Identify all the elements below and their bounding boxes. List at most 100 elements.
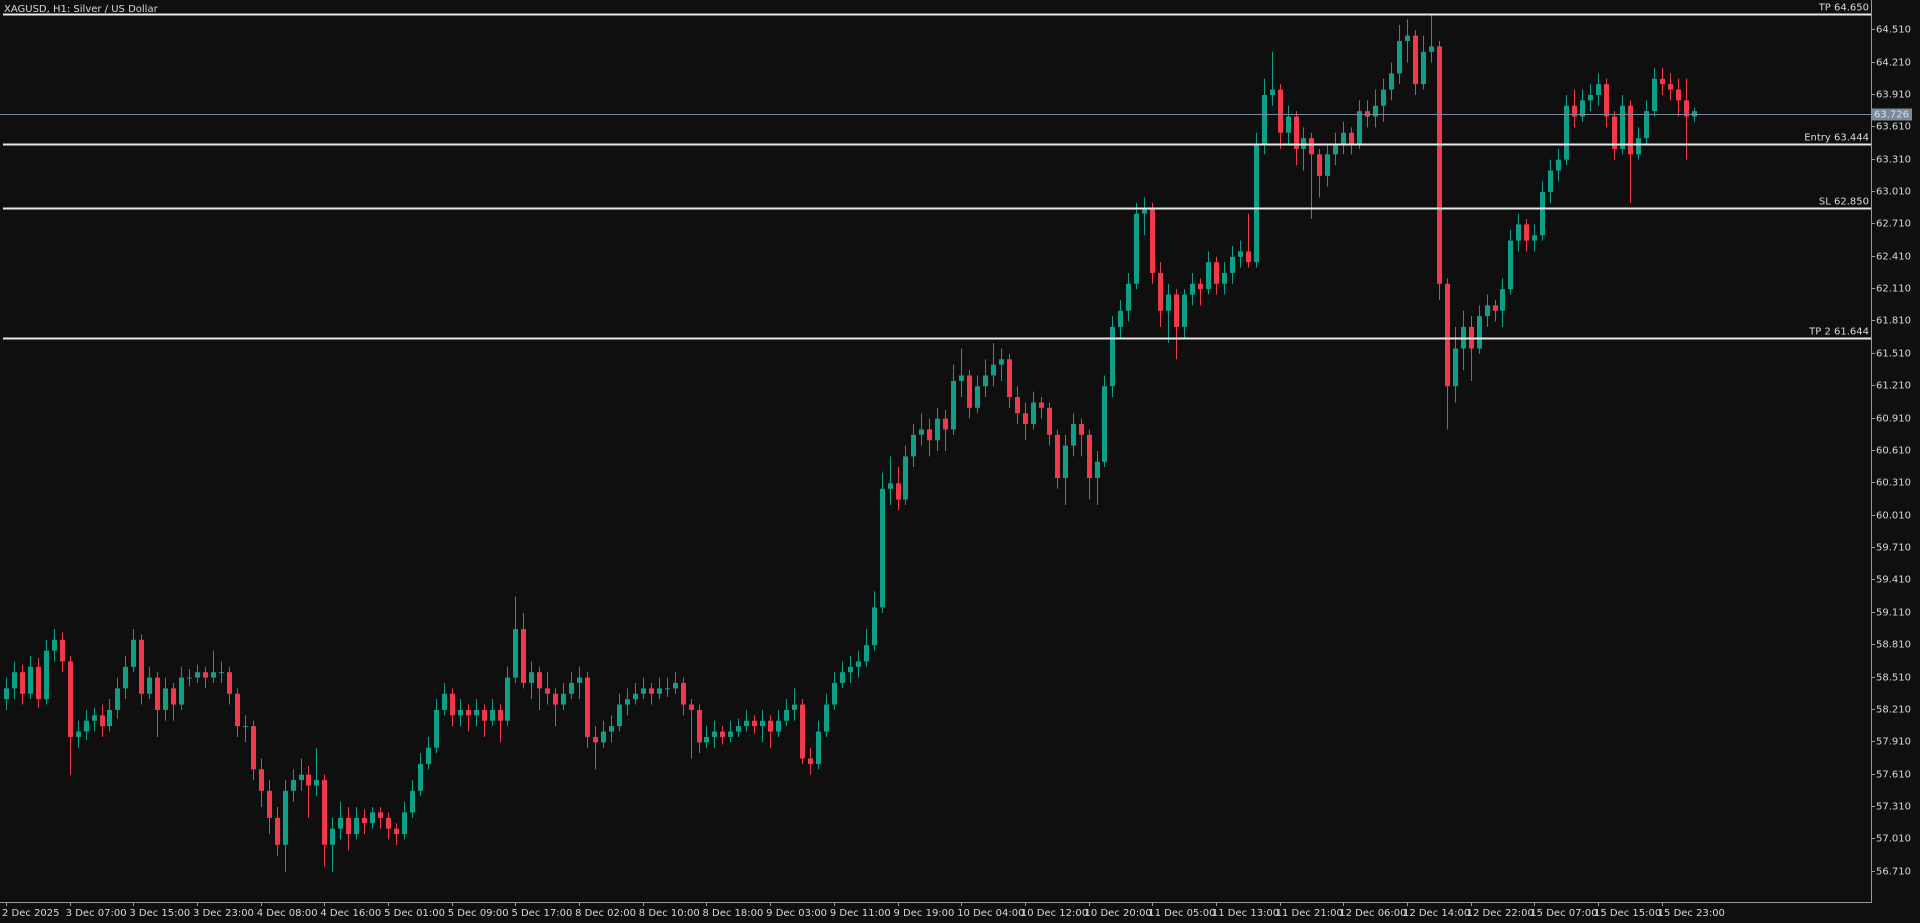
candle-body [569, 682, 574, 694]
y-tick-label: 60.910 [1876, 414, 1911, 425]
candle-body [1357, 111, 1362, 144]
y-tick-label: 63.610 [1876, 122, 1911, 133]
candle-body [52, 639, 57, 651]
candle-body [1230, 256, 1235, 273]
level-label: TP 2 61.644 [1808, 327, 1869, 338]
candle-body [100, 715, 105, 727]
candle-body [832, 682, 837, 705]
y-tick-label: 58.210 [1876, 705, 1911, 716]
candle-body [1055, 434, 1060, 478]
x-tick-label: 15 Dec 15:00 [1594, 908, 1661, 919]
candle-body [752, 720, 757, 727]
candle-body [474, 709, 479, 716]
candle-body [505, 677, 510, 721]
candle-body [107, 709, 112, 727]
x-tick-label: 8 Dec 10:00 [639, 908, 700, 919]
candle-body [1373, 105, 1378, 117]
candle-body [1405, 35, 1410, 41]
candle-body [482, 709, 487, 721]
y-tick-label: 60.610 [1876, 446, 1911, 457]
x-tick-label: 4 Dec 16:00 [320, 908, 381, 919]
candle-body [1071, 424, 1076, 446]
level-label: Entry 63.444 [1804, 133, 1869, 144]
candle-body [681, 682, 686, 705]
x-tick-label: 9 Dec 11:00 [830, 908, 891, 919]
candle-body [171, 688, 176, 705]
candle-body [1206, 262, 1211, 290]
x-tick-label: 4 Dec 08:00 [257, 908, 318, 919]
candle-body [951, 380, 956, 430]
candle-body [1047, 407, 1052, 435]
candle-body [1118, 310, 1123, 327]
candle-body [888, 483, 893, 489]
candle-body [346, 817, 351, 835]
candle-body [1628, 105, 1633, 155]
candle-body [314, 780, 319, 786]
candle-body [147, 677, 152, 694]
candle-body [633, 693, 638, 700]
candle-body [1524, 224, 1529, 241]
candle-body [561, 693, 566, 705]
candle-body [1684, 100, 1689, 117]
candle-body [824, 704, 829, 732]
candle-body [498, 709, 503, 721]
x-tick-label: 3 Dec 07:00 [66, 908, 127, 919]
y-tick-label: 62.410 [1876, 252, 1911, 263]
candle-body [1596, 84, 1601, 95]
candle-body [880, 488, 885, 608]
x-tick-label: 8 Dec 18:00 [702, 908, 763, 919]
candle-body [848, 666, 853, 673]
candle-body [330, 828, 335, 845]
candle-body [1516, 224, 1521, 241]
candle-body [299, 774, 304, 781]
candle-body [187, 677, 192, 679]
candle-body [967, 375, 972, 408]
candle-body [402, 812, 407, 835]
y-tick-label: 61.810 [1876, 316, 1911, 327]
candle-body [935, 418, 940, 441]
candle-body [378, 812, 383, 818]
candle-body [251, 726, 256, 770]
candle-body [1102, 386, 1107, 462]
candle-body [386, 817, 391, 829]
x-tick-label: 12 Dec 22:00 [1467, 908, 1534, 919]
candle-body [792, 704, 797, 710]
candle-body [872, 607, 877, 646]
candle-body [1246, 251, 1251, 263]
y-tick-label: 62.110 [1876, 284, 1911, 295]
candle-body [1413, 35, 1418, 85]
candle-body [800, 704, 805, 759]
candle-body [1540, 192, 1545, 236]
candle-body [1039, 402, 1044, 408]
chart-title: XAGUSD, H1: Silver / US Dollar [4, 4, 159, 15]
x-tick-label: 5 Dec 01:00 [384, 908, 445, 919]
candle-body [744, 720, 749, 727]
candle-body [1286, 116, 1291, 133]
candle-body [1166, 294, 1171, 311]
candle-body [163, 688, 168, 710]
candle-body [864, 645, 869, 662]
candle-body [1294, 116, 1299, 149]
y-tick-label: 59.110 [1876, 608, 1911, 619]
y-tick-label: 58.510 [1876, 673, 1911, 684]
candle-body [720, 731, 725, 737]
y-tick-label: 58.810 [1876, 640, 1911, 651]
candle-body [1485, 305, 1490, 317]
candle-body [1620, 105, 1625, 149]
candle-body [418, 763, 423, 791]
candle-body [426, 747, 431, 764]
candle-body [1270, 89, 1275, 95]
candle-body [1158, 272, 1163, 311]
candle-body [68, 661, 73, 737]
candle-body [219, 672, 224, 674]
candle-body [1349, 132, 1354, 144]
y-tick-label: 60.010 [1876, 511, 1911, 522]
candle-body [155, 677, 160, 710]
candle-body [1612, 116, 1617, 149]
candle-body [1174, 294, 1179, 327]
candle-body [704, 736, 709, 743]
candle-body [1668, 84, 1673, 90]
candle-body [1278, 89, 1283, 133]
candle-body [28, 666, 33, 694]
